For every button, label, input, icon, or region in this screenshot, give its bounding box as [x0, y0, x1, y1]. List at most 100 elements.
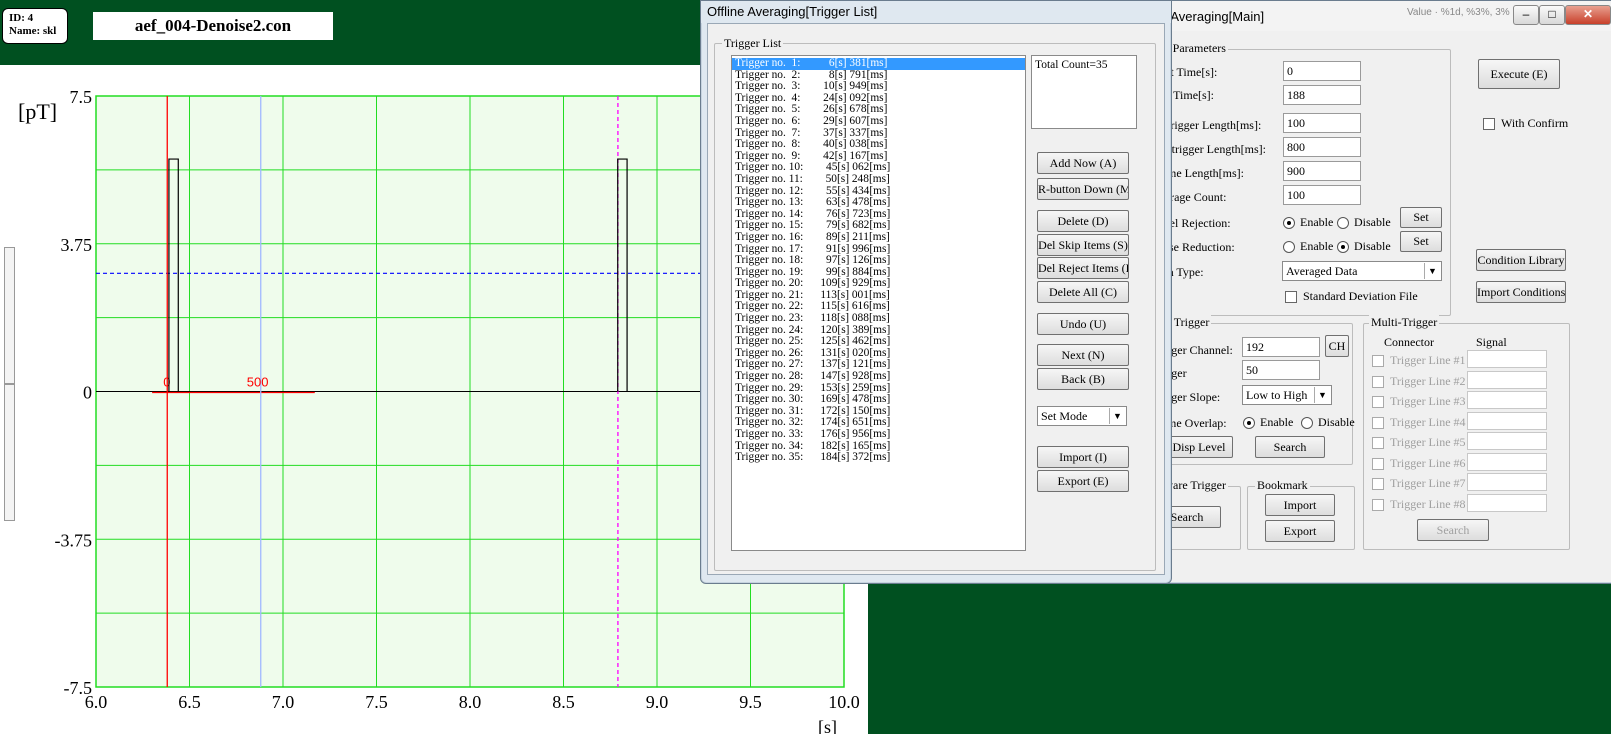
posttrigger-input[interactable]: 800: [1283, 137, 1361, 157]
multi-trigger-search-button[interactable]: Search: [1417, 519, 1489, 541]
next-button[interactable]: Next (N): [1037, 344, 1129, 366]
trigger-list-item[interactable]: Trigger no. 34: 182[s] 165[ms]: [735, 439, 891, 452]
trigger-list-item[interactable]: Trigger no. 7: 37[s] 337[ms]: [735, 126, 888, 139]
noise-reduction-disable[interactable]: Disable: [1337, 239, 1391, 254]
trigger-list-item[interactable]: Trigger no. 9: 42[s] 167[ms]: [735, 149, 888, 162]
frame-overlap-enable-radio[interactable]: [1243, 417, 1255, 430]
add-now-button[interactable]: Add Now (A): [1037, 152, 1129, 174]
trigger-line-check[interactable]: [1372, 457, 1384, 470]
back-button[interactable]: Back (B): [1037, 368, 1129, 390]
trigger-line-signal-input[interactable]: [1467, 452, 1547, 471]
export-button[interactable]: Export (E): [1037, 470, 1129, 492]
trigger-list-item[interactable]: Trigger no. 24: 120[s] 389[ms]: [735, 323, 891, 336]
data-type-select[interactable]: Averaged Data ▼: [1282, 261, 1442, 281]
level-rejection-disable-radio[interactable]: [1337, 217, 1349, 230]
trigger-channel-input[interactable]: 192: [1242, 337, 1320, 357]
trigger-window-titlebar[interactable]: Offline Averaging[Trigger List]: [701, 1, 1171, 23]
execute-button[interactable]: Execute (E): [1478, 59, 1560, 89]
mode-select[interactable]: Set Mode ▼: [1037, 406, 1127, 426]
trigger-line-checkbox[interactable]: Trigger Line #6: [1372, 456, 1466, 471]
trigger-list-item[interactable]: Trigger no. 33: 176[s] 956[ms]: [735, 428, 891, 440]
trigger-list-item[interactable]: Trigger no. 31: 172[s] 150[ms]: [735, 404, 891, 417]
trigger-line-signal-input[interactable]: [1467, 391, 1547, 409]
level-rejection-enable-radio[interactable]: [1283, 217, 1295, 230]
trigger-level-input[interactable]: 50: [1242, 360, 1320, 380]
frame-overlap-enable[interactable]: Enable: [1243, 415, 1293, 430]
trigger-list-item[interactable]: Trigger no. 6: 29[s] 607[ms]: [735, 114, 888, 127]
trigger-list-item[interactable]: Trigger no. 10: 45[s] 062[ms]: [735, 161, 891, 174]
trigger-list-item[interactable]: Trigger no. 11: 50[s] 248[ms]: [735, 172, 890, 185]
undo-button[interactable]: Undo (U): [1037, 313, 1129, 335]
trigger-list-item[interactable]: Trigger no. 29: 153[s] 259[ms]: [735, 381, 891, 394]
noise-reduction-disable-radio[interactable]: [1337, 241, 1349, 254]
trigger-line-signal-input[interactable]: [1467, 350, 1547, 368]
frame-length-input[interactable]: 900: [1283, 161, 1361, 181]
noise-reduction-enable[interactable]: Enable: [1283, 239, 1333, 254]
average-count-input[interactable]: 100: [1283, 185, 1361, 205]
level-rejection-disable[interactable]: Disable: [1337, 215, 1391, 230]
trigger-list-item[interactable]: Trigger no. 13: 63[s] 478[ms]: [735, 196, 891, 209]
trigger-line-signal-input[interactable]: [1467, 473, 1547, 491]
delete-all-button[interactable]: Delete All (C): [1037, 281, 1129, 303]
trigger-list-item[interactable]: Trigger no. 28: 147[s] 928[ms]: [735, 370, 891, 383]
trigger-list-item[interactable]: Trigger no. 17: 91[s] 996[ms]: [735, 242, 891, 255]
trigger-list-item[interactable]: Trigger no. 15: 79[s] 682[ms]: [735, 219, 891, 232]
trigger-line-signal-input[interactable]: [1467, 370, 1547, 389]
trigger-list-item[interactable]: Trigger no. 8: 40[s] 038[ms]: [735, 138, 888, 151]
delete-button[interactable]: Delete (D): [1037, 210, 1129, 232]
del-reject-items-button[interactable]: Del Reject Items (R): [1037, 257, 1129, 279]
trigger-list-item[interactable]: Trigger no. 22: 115[s] 616[ms]: [735, 300, 890, 313]
trigger-list-item[interactable]: Trigger no. 21: 113[s] 001[ms]: [735, 288, 890, 301]
std-dev-file-check[interactable]: [1285, 291, 1297, 304]
disp-level-button[interactable]: Disp Level: [1165, 436, 1233, 458]
trigger-listbox[interactable]: Trigger no. 1: 6[s] 381[ms] Trigger no. 2…: [731, 55, 1026, 551]
with-confirm-check[interactable]: [1483, 118, 1495, 131]
trigger-line-checkbox[interactable]: Trigger Line #4: [1372, 415, 1466, 430]
bookmark-export-button[interactable]: Export: [1265, 520, 1335, 542]
trigger-line-check[interactable]: [1372, 416, 1384, 429]
trigger-line-signal-input[interactable]: [1467, 411, 1547, 430]
trigger-line-checkbox[interactable]: Trigger Line #3: [1372, 394, 1466, 409]
level-rejection-set-button[interactable]: Set: [1400, 207, 1442, 228]
del-skip-items-button[interactable]: Del Skip Items (S): [1037, 234, 1129, 256]
trigger-list-item[interactable]: Trigger no. 23: 118[s] 088[ms]: [735, 312, 890, 325]
trigger-line-signal-input[interactable]: [1467, 493, 1547, 512]
with-confirm-checkbox[interactable]: With Confirm: [1483, 116, 1568, 131]
rbutton-down-button[interactable]: R-button Down (M): [1037, 178, 1129, 200]
close-button[interactable]: ✕: [1565, 5, 1611, 25]
trigger-list-item[interactable]: Trigger no. 4: 24[s] 092[ms]: [735, 91, 888, 104]
condition-library-button[interactable]: Condition Library: [1476, 249, 1566, 271]
trigger-list-item[interactable]: Trigger no. 19: 99[s] 884[ms]: [735, 265, 891, 278]
end-time-input[interactable]: 188: [1283, 85, 1361, 105]
trigger-line-check[interactable]: [1372, 437, 1384, 450]
trigger-list-item[interactable]: Trigger no. 26: 131[s] 020[ms]: [735, 346, 891, 359]
maximize-button[interactable]: □: [1539, 5, 1565, 25]
trigger-list-item[interactable]: Trigger no. 3: 10[s] 949[ms]: [735, 80, 888, 93]
trigger-line-checkbox[interactable]: Trigger Line #5: [1372, 435, 1466, 450]
left-scroll-handle-bottom[interactable]: [4, 384, 15, 521]
trigger-list-item[interactable]: Trigger no. 32: 174[s] 651[ms]: [735, 416, 891, 429]
trigger-line-check[interactable]: [1372, 375, 1384, 388]
channel-select-button[interactable]: CH: [1325, 335, 1349, 357]
trigger-list-item[interactable]: Trigger no. 1: 6[s] 381[ms]: [732, 57, 1025, 70]
pretrigger-input[interactable]: 100: [1283, 113, 1361, 133]
noise-reduction-set-button[interactable]: Set: [1400, 231, 1442, 252]
trigger-line-check[interactable]: [1372, 498, 1384, 511]
trigger-line-checkbox[interactable]: Trigger Line #7: [1372, 476, 1466, 491]
trigger-list-item[interactable]: Trigger no. 14: 76[s] 723[ms]: [735, 207, 891, 220]
trigger-line-signal-input[interactable]: [1467, 432, 1547, 450]
trigger-list-item[interactable]: Trigger no. 27: 137[s] 121[ms]: [735, 358, 891, 371]
import-conditions-button[interactable]: Import Conditions: [1476, 281, 1566, 303]
trigger-slope-select[interactable]: Low to High ▼: [1242, 385, 1332, 405]
trigger-list-item[interactable]: Trigger no. 2: 8[s] 791[ms]: [735, 68, 888, 81]
trigger-list-item[interactable]: Trigger no. 20: 109[s] 929[ms]: [735, 277, 891, 290]
trigger-line-check[interactable]: [1372, 396, 1384, 409]
frame-overlap-disable-radio[interactable]: [1301, 417, 1313, 430]
bookmark-import-button[interactable]: Import: [1265, 494, 1335, 516]
trigger-list-item[interactable]: Trigger no. 12: 55[s] 434[ms]: [735, 184, 891, 197]
import-button[interactable]: Import (I): [1037, 446, 1129, 468]
trigger-list-item[interactable]: Trigger no. 35: 184[s] 372[ms]: [735, 451, 891, 464]
trigger-list-item[interactable]: Trigger no. 5: 26[s] 678[ms]: [735, 103, 888, 116]
trigger-list-item[interactable]: Trigger no. 18: 97[s] 126[ms]: [735, 254, 891, 267]
trigger-line-checkbox[interactable]: Trigger Line #8: [1372, 497, 1466, 512]
